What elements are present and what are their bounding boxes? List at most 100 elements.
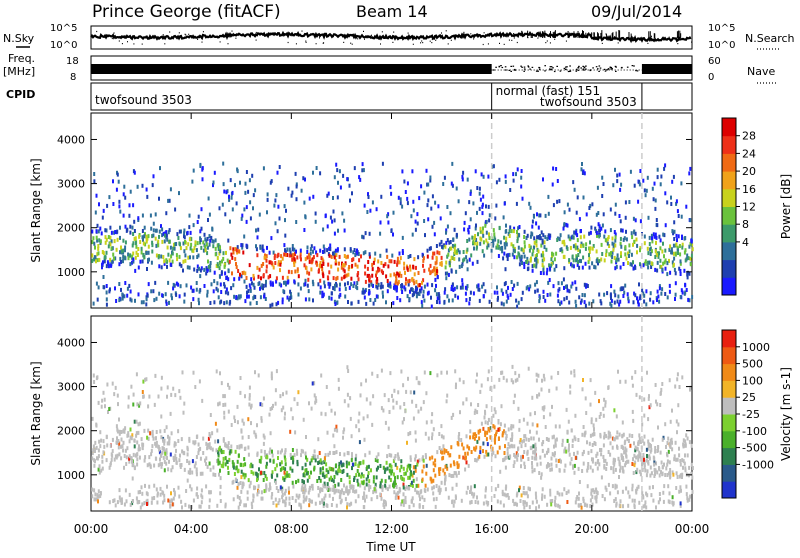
data-cell — [454, 228, 456, 232]
data-cell — [259, 287, 261, 291]
data-cell — [627, 292, 629, 296]
data-cell — [166, 485, 168, 489]
data-cell — [690, 239, 692, 243]
data-cell — [141, 251, 143, 255]
data-cell — [418, 271, 420, 275]
data-cell — [573, 244, 575, 248]
data-cell — [333, 444, 335, 448]
data-cell — [98, 489, 100, 493]
data-cell — [322, 274, 324, 278]
data-cell — [575, 304, 577, 308]
data-cell — [647, 251, 649, 255]
data-cell — [612, 446, 614, 450]
noise-search-point — [566, 41, 567, 42]
data-cell — [628, 254, 630, 258]
data-cell — [572, 235, 574, 239]
data-cell — [151, 250, 153, 254]
data-cell — [225, 251, 227, 255]
data-cell — [615, 436, 617, 440]
data-cell — [296, 197, 298, 201]
data-cell — [207, 290, 209, 294]
data-cell — [527, 267, 529, 271]
data-cell — [505, 290, 507, 294]
colorbar-swatch — [722, 136, 736, 154]
data-cell — [363, 505, 365, 509]
data-cell — [433, 221, 435, 225]
data-cell — [534, 448, 536, 452]
data-cell — [391, 254, 393, 258]
data-cell — [542, 241, 544, 245]
data-cell — [484, 455, 486, 459]
data-cell — [348, 265, 350, 269]
data-cell — [310, 267, 312, 271]
x-axis-title: Time UT — [365, 540, 416, 554]
data-cell — [456, 474, 458, 478]
data-cell — [474, 236, 476, 240]
data-cell — [635, 218, 637, 222]
data-cell — [376, 207, 378, 211]
data-cell — [622, 466, 624, 470]
data-cell — [134, 269, 136, 273]
data-cell — [272, 501, 274, 505]
data-cell — [358, 277, 360, 281]
data-cell — [488, 236, 490, 240]
data-cell — [537, 374, 539, 378]
data-cell — [130, 428, 132, 432]
data-cell — [486, 431, 488, 435]
noise-tick-left-bottom: 10^0 — [50, 40, 77, 51]
data-cell — [255, 244, 257, 248]
data-cell — [671, 180, 673, 184]
data-cell — [516, 305, 518, 309]
data-cell — [121, 500, 123, 504]
data-cell — [259, 268, 261, 272]
data-cell — [329, 247, 331, 251]
data-cell — [177, 236, 179, 240]
data-cell — [633, 454, 635, 458]
noise-search-point — [488, 34, 489, 35]
data-cell — [592, 299, 594, 303]
data-cell — [338, 489, 340, 493]
data-cell — [129, 262, 131, 266]
data-cell — [637, 447, 639, 451]
data-cell — [403, 285, 405, 289]
data-cell — [214, 271, 216, 275]
data-cell — [298, 274, 300, 278]
data-cell — [458, 471, 460, 475]
data-cell — [134, 420, 136, 424]
data-cell — [165, 292, 167, 296]
data-cell — [450, 445, 452, 449]
data-cell — [526, 491, 528, 495]
frequency-point — [637, 70, 639, 71]
data-cell — [569, 391, 571, 395]
data-cell — [172, 247, 174, 251]
data-cell — [523, 434, 525, 438]
data-cell — [660, 392, 662, 396]
data-cell — [148, 485, 150, 489]
data-cell — [631, 376, 633, 380]
data-cell — [106, 458, 108, 462]
data-cell — [463, 380, 465, 384]
data-cell — [198, 505, 200, 509]
data-cell — [199, 229, 201, 233]
data-cell — [219, 371, 221, 375]
noise-search-point — [112, 38, 113, 39]
data-cell — [368, 471, 370, 475]
data-cell — [301, 189, 303, 193]
data-cell — [134, 229, 136, 233]
noise-search-point — [147, 35, 148, 36]
data-cell — [158, 235, 160, 239]
data-cell — [436, 450, 438, 454]
data-cell — [116, 230, 118, 234]
data-cell — [514, 394, 516, 398]
data-cell — [433, 427, 435, 431]
data-cell — [167, 467, 169, 471]
data-cell — [143, 429, 145, 433]
data-cell — [196, 455, 198, 459]
data-cell — [498, 254, 500, 258]
data-cell — [595, 418, 597, 422]
data-cell — [339, 293, 341, 297]
data-cell — [350, 277, 352, 281]
data-cell — [210, 236, 212, 240]
